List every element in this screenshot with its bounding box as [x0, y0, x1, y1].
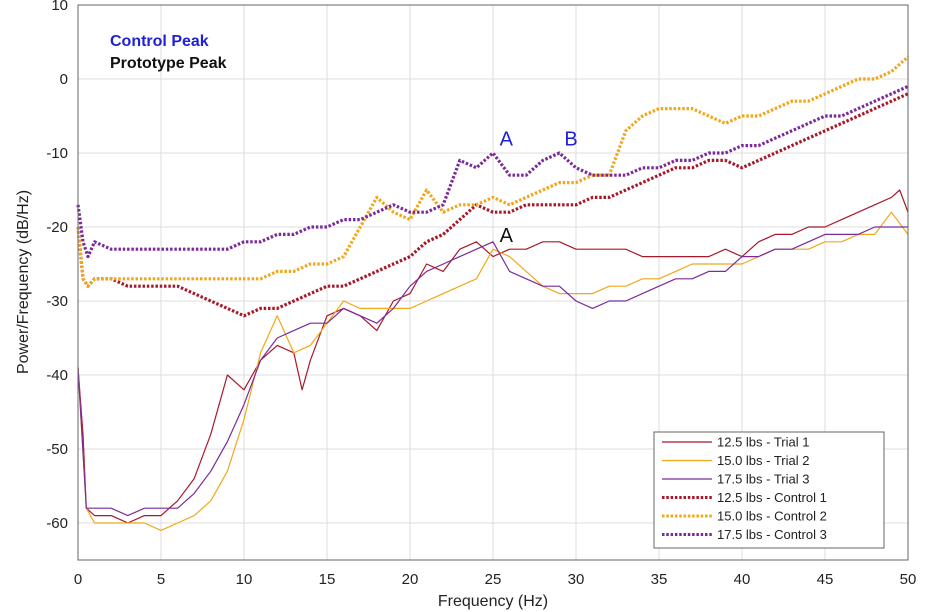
tick-labels: 0 5 10 15 20 25 30 35 40 45 50 10 0 -10 -20 -30 -40 -50 -6… — [46, 0, 916, 588]
legend-label: 15.0 lbs - Control 2 — [717, 509, 827, 524]
annotation-label: A — [500, 225, 514, 247]
x-tick-label: 40 — [734, 571, 751, 588]
y-tick-label: 0 — [60, 71, 68, 88]
series-line-6 — [76, 84, 909, 259]
legend-label: 17.5 lbs - Control 3 — [717, 527, 827, 542]
x-tick-label: 10 — [236, 571, 253, 588]
y-tick-label: -30 — [46, 293, 68, 310]
x-axis-label: Frequency (Hz) — [438, 593, 548, 610]
series-line-5 — [76, 55, 910, 288]
x-tick-label: 30 — [568, 571, 585, 588]
series-line-1 — [77, 189, 909, 524]
y-tick-label: -20 — [46, 219, 68, 236]
annotation-label: A — [500, 129, 514, 151]
y-tick-label: 10 — [51, 0, 68, 14]
legend-label: 15.0 lbs - Trial 2 — [717, 453, 810, 468]
series-line-3 — [77, 226, 908, 517]
legend-label: 12.5 lbs - Trial 1 — [717, 435, 810, 450]
legend-label: 12.5 lbs - Control 1 — [717, 490, 827, 505]
x-tick-label: 25 — [485, 571, 502, 588]
x-tick-label: 45 — [817, 571, 834, 588]
y-tick-label: -40 — [46, 367, 68, 384]
peak-label: Prototype Peak — [110, 55, 227, 72]
y-tick-label: -50 — [46, 441, 68, 458]
annotation-label: B — [564, 129, 577, 151]
peak-label: Control Peak — [110, 33, 209, 50]
x-tick-label: 50 — [900, 571, 917, 588]
plot-frame — [77, 4, 909, 561]
peak-annotations: A B A — [500, 129, 578, 247]
x-tick-label: 0 — [74, 571, 82, 588]
x-tick-label: 20 — [402, 571, 419, 588]
legend-label: 17.5 lbs - Trial 3 — [717, 472, 810, 487]
x-tick-label: 15 — [319, 571, 336, 588]
y-tick-label: -60 — [46, 515, 68, 532]
y-axis-label: Power/Frequency (dB/Hz) — [15, 190, 32, 374]
series-layer — [76, 55, 910, 532]
x-tick-label: 35 — [651, 571, 668, 588]
legend: 12.5 lbs - Trial 1 15.0 lbs - Trial 2 17.5… — [653, 431, 885, 549]
y-tick-label: -10 — [46, 145, 68, 162]
peak-label-key: Control Peak Prototype Peak — [110, 33, 227, 72]
x-tick-label: 5 — [157, 571, 165, 588]
legend-box — [653, 431, 885, 549]
